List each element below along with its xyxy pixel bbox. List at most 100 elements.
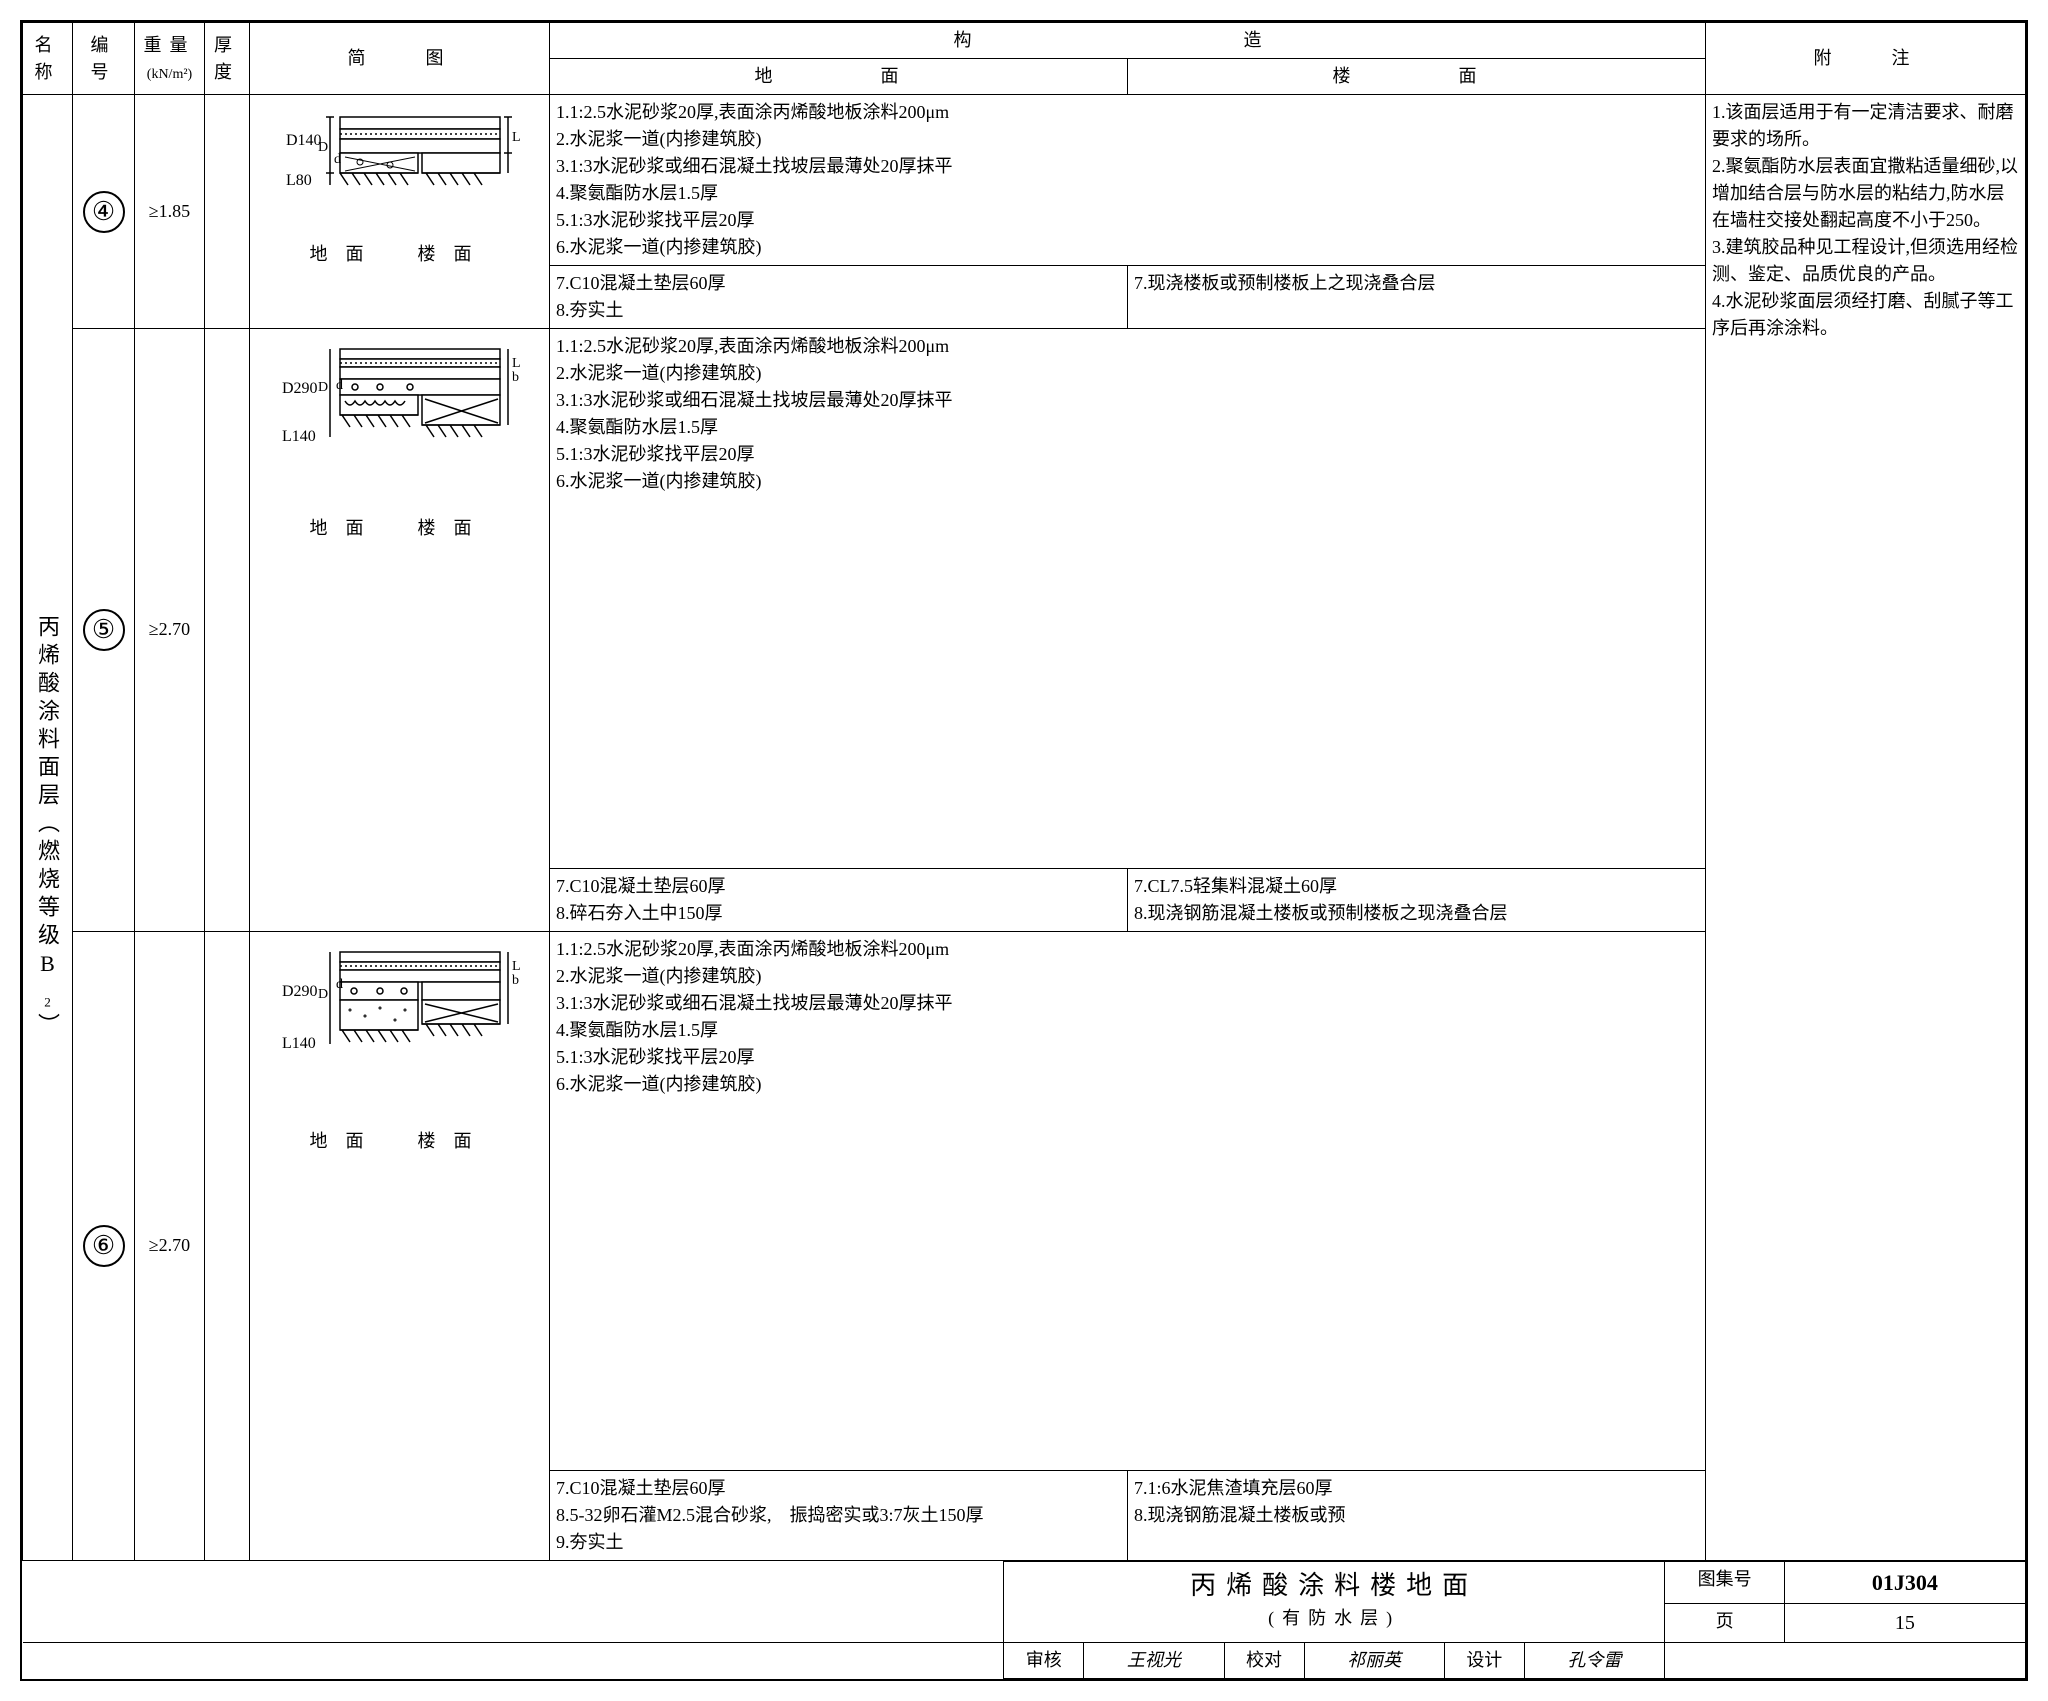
review-label: 审核 — [1004, 1643, 1084, 1679]
spec-line: 7.C10混凝土垫层60厚 — [556, 270, 1121, 297]
spec-line: 6.水泥浆一道(内掺建筑胶) — [556, 468, 1699, 495]
hdr-ground: 地 面 — [550, 59, 1128, 95]
code-4-circle: ④ — [83, 191, 125, 233]
page-no: 15 — [1785, 1604, 2025, 1643]
code-4: ④ — [73, 95, 135, 329]
set-no: 01J304 — [1785, 1562, 2025, 1604]
spec-line: 4.聚氨酯防水层1.5厚 — [556, 414, 1699, 441]
svg-text:L: L — [512, 130, 520, 145]
spec-line: 5.1:3水泥砂浆找平层20厚 — [556, 441, 1699, 468]
titleblock-row: 丙烯酸涂料楼地面 (有防水层) 图集号 01J304 页 15 审核 王视光 校… — [23, 1561, 2026, 1680]
weight-6: ≥2.70 — [135, 931, 205, 1561]
ground-4: 7.C10混凝土垫层60厚 8.夯实土 — [550, 266, 1128, 329]
drawing-sheet: 名称 编号 重量 (kN/m²) 厚度 简 图 构 造 附 注 地 面 楼 面 … — [20, 20, 2028, 1681]
hdr-floor: 楼 面 — [1128, 59, 1706, 95]
ground-6: 7.C10混凝土垫层60厚 8.5-32卵石灌M2.5混合砂浆, 振捣密实或3:… — [550, 1471, 1128, 1561]
ground-5: 7.C10混凝土垫层60厚 8.碎石夯入土中150厚 — [550, 868, 1128, 931]
svg-text:D: D — [318, 140, 328, 155]
diag-caption-4: 地面 楼面 — [260, 241, 539, 268]
spec-line: 3.1:3水泥砂浆或细石混凝土找坡层最薄处20厚抹平 — [556, 387, 1699, 414]
diagram-5: D290 L140 D d b L 地面 楼面 — [250, 329, 550, 932]
note-4: 4.水泥砂浆面层须经打磨、刮腻子等工序后再涂涂料。 — [1712, 288, 2019, 342]
spec-line: 4.聚氨酯防水层1.5厚 — [556, 1017, 1699, 1044]
check-label: 校对 — [1224, 1643, 1304, 1679]
section-svg-6: D290 L140 D d b L — [280, 944, 520, 1124]
spec-line: 7.现浇楼板或预制楼板上之现浇叠合层 — [1134, 270, 1699, 297]
svg-text:d: d — [336, 378, 343, 393]
floor-6: 7.1:6水泥焦渣填充层60厚 8.现浇钢筋混凝土楼板或预 — [1128, 1471, 1706, 1561]
diag-caption-6: 地面 楼面 — [260, 1128, 539, 1155]
svg-text:D290: D290 — [282, 983, 318, 1000]
spec-line: 5.1:3水泥砂浆找平层20厚 — [556, 207, 1699, 234]
sheet-subtitle: (有防水层) — [1010, 1605, 1658, 1632]
design-label: 设计 — [1444, 1643, 1524, 1679]
hdr-thickness: 厚度 — [205, 23, 250, 95]
spec-line: 8.5-32卵石灌M2.5混合砂浆, 振捣密实或3:7灰土150厚 — [556, 1502, 1121, 1529]
thk-6 — [205, 931, 250, 1561]
floor-4: 7.现浇楼板或预制楼板上之现浇叠合层 — [1128, 266, 1706, 329]
code-6-circle: ⑥ — [83, 1225, 125, 1267]
spec-line: 8.现浇钢筋混凝土楼板或预制楼板之现浇叠合层 — [1134, 900, 1699, 927]
hdr-code: 编号 — [73, 23, 135, 95]
section-svg-5: D290 L140 D d b L — [280, 341, 520, 511]
dim-l-4: L80 — [286, 172, 312, 189]
spec-line: 3.1:3水泥砂浆或细石混凝土找坡层最薄处20厚抹平 — [556, 153, 1699, 180]
spec-line: 5.1:3水泥砂浆找平层20厚 — [556, 1044, 1699, 1071]
dim-d-4: D140 — [286, 132, 322, 149]
hdr-weight: 重量 (kN/m²) — [135, 23, 205, 95]
spec-line: 8.现浇钢筋混凝土楼板或预 — [1134, 1502, 1699, 1529]
spec-line: 2.水泥浆一道(内掺建筑胶) — [556, 963, 1699, 990]
title-block: 丙烯酸涂料楼地面 (有防水层) 图集号 01J304 页 15 审核 王视光 校… — [23, 1561, 2026, 1679]
review-val: 王视光 — [1084, 1643, 1224, 1679]
spec-line: 7.1:6水泥焦渣填充层60厚 — [1134, 1475, 1699, 1502]
sheet-title: 丙烯酸涂料楼地面 — [1010, 1566, 1658, 1605]
floor-5: 7.CL7.5轻集料混凝土60厚 8.现浇钢筋混凝土楼板或预制楼板之现浇叠合层 — [1128, 868, 1706, 931]
svg-text:L140: L140 — [282, 1035, 316, 1052]
category-cell: 丙烯酸涂料面层（燃烧等级B₂） — [23, 95, 73, 1561]
spec-line: 6.水泥浆一道(内掺建筑胶) — [556, 1071, 1699, 1098]
svg-text:d: d — [334, 152, 341, 167]
thk-4 — [205, 95, 250, 329]
svg-text:D: D — [318, 380, 328, 395]
hdr-weight-label: 重量 — [144, 35, 196, 55]
note-2: 2.聚氨酯防水层表面宜撒粘适量细砂,以增加结合层与防水层的粘结力,防水层在墙柱交… — [1712, 153, 2019, 234]
svg-text:D: D — [318, 987, 328, 1002]
main-table: 名称 编号 重量 (kN/m²) 厚度 简 图 构 造 附 注 地 面 楼 面 … — [22, 22, 2026, 1679]
spec-line: 8.夯实土 — [556, 297, 1121, 324]
spec-line: 8.碎石夯入土中150厚 — [556, 900, 1121, 927]
spec-line: 7.CL7.5轻集料混凝土60厚 — [1134, 873, 1699, 900]
page-label: 页 — [1665, 1604, 1785, 1643]
note-1: 1.该面层适用于有一定清洁要求、耐磨要求的场所。 — [1712, 99, 2019, 153]
section-svg-4: D140 L80 D d L — [280, 107, 520, 237]
thk-5 — [205, 329, 250, 932]
spec-line: 1.1:2.5水泥砂浆20厚,表面涂丙烯酸地板涂料200μm — [556, 333, 1699, 360]
common-5: 1.1:2.5水泥砂浆20厚,表面涂丙烯酸地板涂料200μm 2.水泥浆一道(内… — [550, 329, 1706, 869]
svg-text:L140: L140 — [282, 428, 316, 445]
note-3: 3.建筑胶品种见工程设计,但须选用经检测、鉴定、品质优良的产品。 — [1712, 234, 2019, 288]
code-6: ⑥ — [73, 931, 135, 1561]
row-4-top: 丙烯酸涂料面层（燃烧等级B₂） ④ ≥1.85 — [23, 95, 2026, 266]
svg-text:d: d — [336, 977, 343, 992]
header-row-1: 名称 编号 重量 (kN/m²) 厚度 简 图 构 造 附 注 — [23, 23, 2026, 59]
weight-5: ≥2.70 — [135, 329, 205, 932]
spec-line: 2.水泥浆一道(内掺建筑胶) — [556, 126, 1699, 153]
spec-line: 9.夯实土 — [556, 1529, 1121, 1556]
spec-line: 1.1:2.5水泥砂浆20厚,表面涂丙烯酸地板涂料200μm — [556, 99, 1699, 126]
spec-line: 1.1:2.5水泥砂浆20厚,表面涂丙烯酸地板涂料200μm — [556, 936, 1699, 963]
category-name: 丙烯酸涂料面层（燃烧等级B₂） — [31, 99, 64, 1556]
hdr-construction: 构 造 — [550, 23, 1706, 59]
svg-text:D290: D290 — [282, 380, 318, 397]
common-4: 1.1:2.5水泥砂浆20厚,表面涂丙烯酸地板涂料200μm 2.水泥浆一道(内… — [550, 95, 1706, 266]
code-5-circle: ⑤ — [83, 609, 125, 651]
diagram-4: D140 L80 D d L 地面 楼面 — [250, 95, 550, 329]
svg-text:b: b — [512, 973, 519, 988]
code-5: ⑤ — [73, 329, 135, 932]
set-label: 图集号 — [1665, 1562, 1785, 1604]
svg-text:L: L — [512, 356, 520, 371]
diagram-6: D290 L140 D d b L 地面 楼面 — [250, 931, 550, 1561]
svg-text:L: L — [512, 959, 520, 974]
spec-line: 2.水泥浆一道(内掺建筑胶) — [556, 360, 1699, 387]
notes-cell: 1.该面层适用于有一定清洁要求、耐磨要求的场所。 2.聚氨酯防水层表面宜撒粘适量… — [1706, 95, 2026, 1561]
hdr-name: 名称 — [23, 23, 73, 95]
diag-caption-5: 地面 楼面 — [260, 515, 539, 542]
